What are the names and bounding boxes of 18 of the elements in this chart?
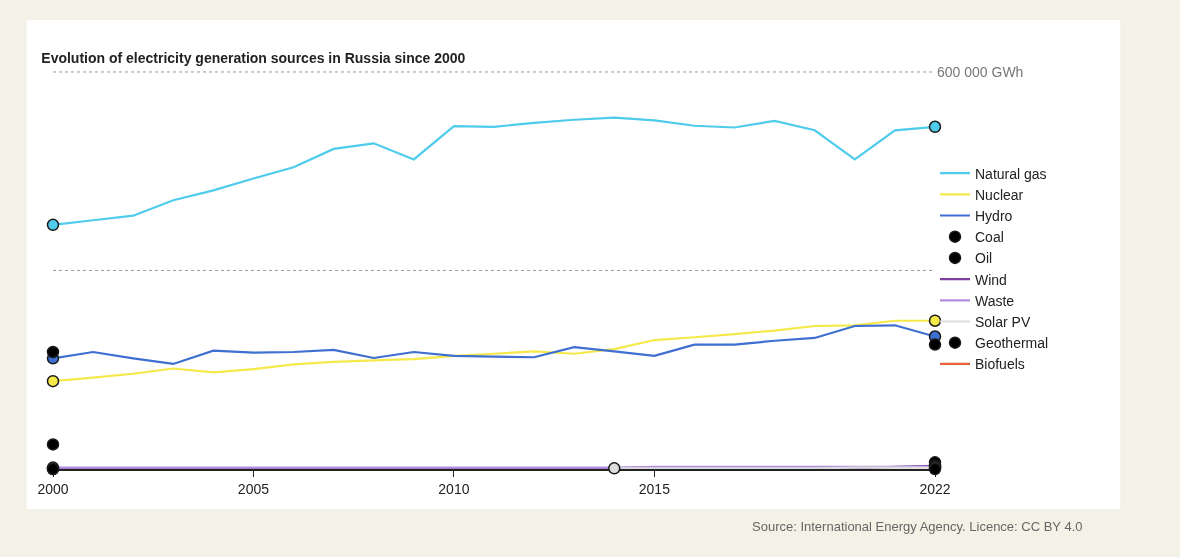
x-tick-label: 2022	[919, 480, 951, 497]
legend-label: Nuclear	[975, 186, 1024, 203]
x-tick-label: 2010	[438, 480, 470, 497]
legend-label: Geothermal	[975, 335, 1049, 352]
legend-label: Natural gas	[975, 165, 1047, 182]
x-tick-label: 2005	[237, 480, 270, 497]
legend-label: Wind	[975, 271, 1007, 288]
x-tick-label: 2000	[37, 480, 69, 497]
legend-label: Biofuels	[975, 356, 1025, 373]
legend-label: Oil	[975, 250, 993, 267]
legend-label: Waste	[975, 292, 1015, 309]
legend-label: Solar PV	[975, 313, 1031, 330]
source-note: Source: International Energy Agency. Licence: CC BY 4.0	[752, 519, 1083, 534]
legend-label: Hydro	[975, 207, 1013, 224]
chart-title: Evolution of electricity generation sources in Russia since 2000	[41, 49, 466, 66]
legend-label: Coal	[975, 229, 1004, 246]
x-tick-label: 2015	[638, 480, 671, 497]
ref-line-label: 600 000 GWh	[937, 64, 1024, 80]
